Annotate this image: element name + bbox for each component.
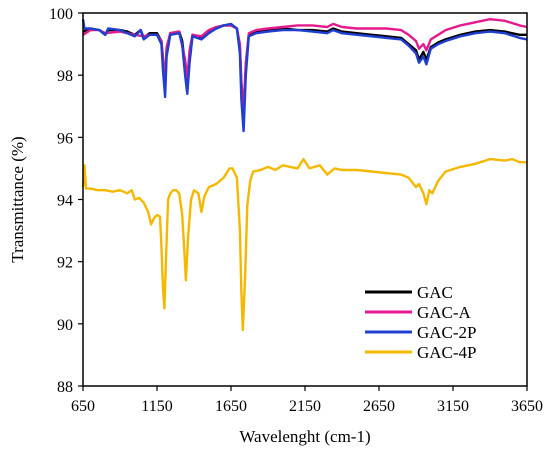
series-line-gac-4p: [81, 157, 527, 332]
y-tick-label: 98: [57, 68, 73, 85]
x-axis-title: Wavelenght (cm-1): [239, 427, 370, 446]
y-tick-label: 96: [57, 130, 73, 147]
y-tick-label: 88: [57, 379, 73, 396]
axis-layer: 650 1150 1650 2150 2650 3150 3650 88 90 92 94 96 98 1…: [49, 6, 543, 415]
x-tick-label: 650: [71, 398, 95, 415]
x-tick-label: 3650: [511, 398, 543, 415]
legend-label-gac-2p: GAC-2P: [417, 323, 477, 342]
legend-label-gac-a: GAC-A: [417, 303, 472, 322]
x-tick-label: 3150: [437, 398, 469, 415]
x-tick-label: 1150: [141, 398, 172, 415]
legend-label-gac: GAC: [417, 283, 453, 302]
y-tick-label: 100: [49, 6, 73, 23]
series-line-gac: [82, 24, 527, 120]
x-tick-label: 1650: [215, 398, 247, 415]
x-tick-label: 2650: [363, 398, 395, 415]
y-tick-label: 92: [57, 255, 73, 272]
series-line-gac-2p: [81, 19, 528, 133]
y-axis-title: Transmittance (%): [8, 136, 27, 262]
legend-label-gac-4p: GAC-4P: [417, 343, 477, 362]
y-tick-label: 94: [57, 193, 73, 210]
y-tick-label: 90: [57, 317, 73, 334]
series-layer: [81, 18, 528, 332]
x-tick-label: 2150: [289, 398, 321, 415]
